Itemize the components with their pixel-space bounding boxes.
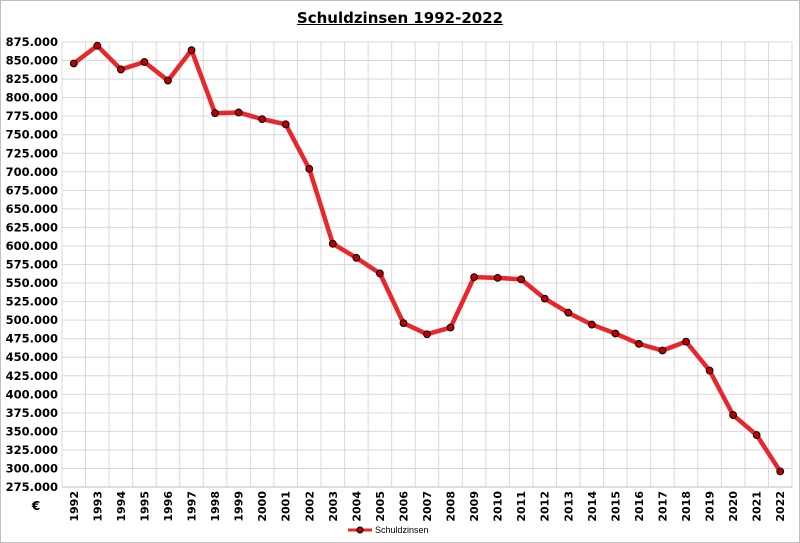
y-tick-label: 450.000	[6, 350, 58, 364]
y-tick-label: 400.000	[6, 387, 58, 401]
data-point	[470, 273, 478, 282]
y-tick-label: 275.000	[6, 480, 58, 494]
data-point	[729, 411, 738, 419]
x-tick-label: 2008	[445, 491, 458, 522]
data-point	[776, 467, 785, 476]
y-tick-label: 425.000	[6, 369, 58, 383]
data-point	[69, 59, 78, 68]
y-tick-label: 375.000	[6, 406, 58, 420]
data-point	[305, 164, 314, 173]
data-point	[399, 319, 408, 327]
data-point	[187, 46, 196, 55]
x-tick-label: 1997	[186, 491, 199, 522]
y-tick-label: 475.000	[6, 332, 58, 346]
data-point	[423, 330, 431, 339]
chart-title: Schuldzinsen 1992-2022	[296, 9, 504, 27]
x-tick-label: 2002	[303, 491, 316, 522]
x-tick-label: 1999	[233, 491, 246, 522]
x-tick-label: 1992	[68, 491, 81, 522]
x-tick-label: 2005	[374, 491, 387, 522]
y-tick-label: 700.000	[6, 165, 58, 179]
y-tick-label: 575.000	[6, 258, 58, 272]
x-tick-label: 2006	[397, 491, 410, 522]
data-point	[328, 239, 337, 248]
data-point	[211, 109, 219, 118]
x-tick-label: 2013	[562, 491, 575, 522]
data-point	[752, 431, 761, 439]
y-tick-label: 525.000	[6, 295, 58, 309]
y-axis-unit: €	[31, 499, 40, 513]
y-tick-label: 725.000	[6, 146, 58, 160]
y-tick-label: 350.000	[6, 424, 58, 438]
x-tick-label: 1998	[209, 491, 222, 522]
data-point	[234, 108, 243, 117]
y-tick-label: 300.000	[6, 461, 58, 475]
data-point	[164, 76, 172, 85]
y-tick-label: 750.000	[6, 128, 58, 142]
data-point	[93, 41, 102, 50]
y-tick-label: 775.000	[6, 109, 58, 123]
data-point	[493, 273, 502, 282]
y-tick-label: 500.000	[6, 313, 58, 327]
data-point	[517, 275, 526, 284]
data-point	[658, 346, 667, 355]
data-point	[682, 337, 690, 346]
x-tick-label: 1996	[162, 491, 175, 522]
data-point	[540, 294, 549, 303]
y-tick-label: 650.000	[6, 202, 58, 216]
y-tick-label: 625.000	[6, 220, 58, 234]
x-tick-label: 2007	[421, 491, 434, 522]
y-tick-label: 875.000	[6, 35, 58, 49]
x-tick-label: 2009	[468, 491, 481, 522]
data-point	[611, 329, 620, 338]
x-tick-label: 2022	[774, 491, 787, 522]
x-tick-label: 2014	[586, 491, 599, 522]
x-tick-label: 2019	[704, 491, 717, 522]
x-tick-label: 1993	[91, 491, 104, 522]
x-tick-label: 2001	[280, 491, 293, 522]
x-tick-label: 2000	[256, 491, 269, 522]
x-tick-label: 2018	[680, 491, 693, 522]
data-point	[352, 253, 361, 262]
data-point	[116, 65, 125, 74]
x-tick-label: 2016	[633, 491, 646, 522]
y-tick-label: 325.000	[6, 443, 58, 457]
x-tick-label: 2015	[609, 491, 622, 522]
y-tick-label: 825.000	[6, 72, 58, 86]
x-tick-label: 2004	[350, 491, 363, 522]
y-tick-label: 850.000	[6, 54, 58, 68]
data-point	[587, 320, 596, 329]
data-point	[376, 269, 384, 278]
data-point	[258, 115, 267, 124]
x-tick-label: 2003	[327, 491, 340, 522]
y-tick-label: 800.000	[6, 91, 58, 105]
y-tick-label: 600.000	[6, 239, 58, 253]
x-tick-label: 2021	[751, 491, 764, 522]
legend-label: Schuldzinsen	[375, 525, 429, 535]
y-tick-label: 550.000	[6, 276, 58, 290]
data-point	[281, 120, 290, 129]
data-point	[446, 323, 455, 332]
data-point	[635, 339, 643, 348]
data-point	[705, 366, 714, 375]
x-tick-label: 2020	[727, 491, 740, 522]
x-tick-label: 2011	[515, 491, 528, 522]
x-tick-label: 2012	[539, 491, 552, 522]
data-point	[564, 308, 573, 317]
x-tick-label: 1994	[115, 491, 128, 522]
legend-swatch-marker	[356, 526, 364, 534]
data-point	[140, 58, 149, 66]
x-tick-label: 2010	[492, 491, 505, 522]
x-tick-label: 1995	[138, 491, 151, 522]
y-tick-label: 675.000	[6, 183, 58, 197]
x-tick-label: 2017	[656, 491, 669, 522]
